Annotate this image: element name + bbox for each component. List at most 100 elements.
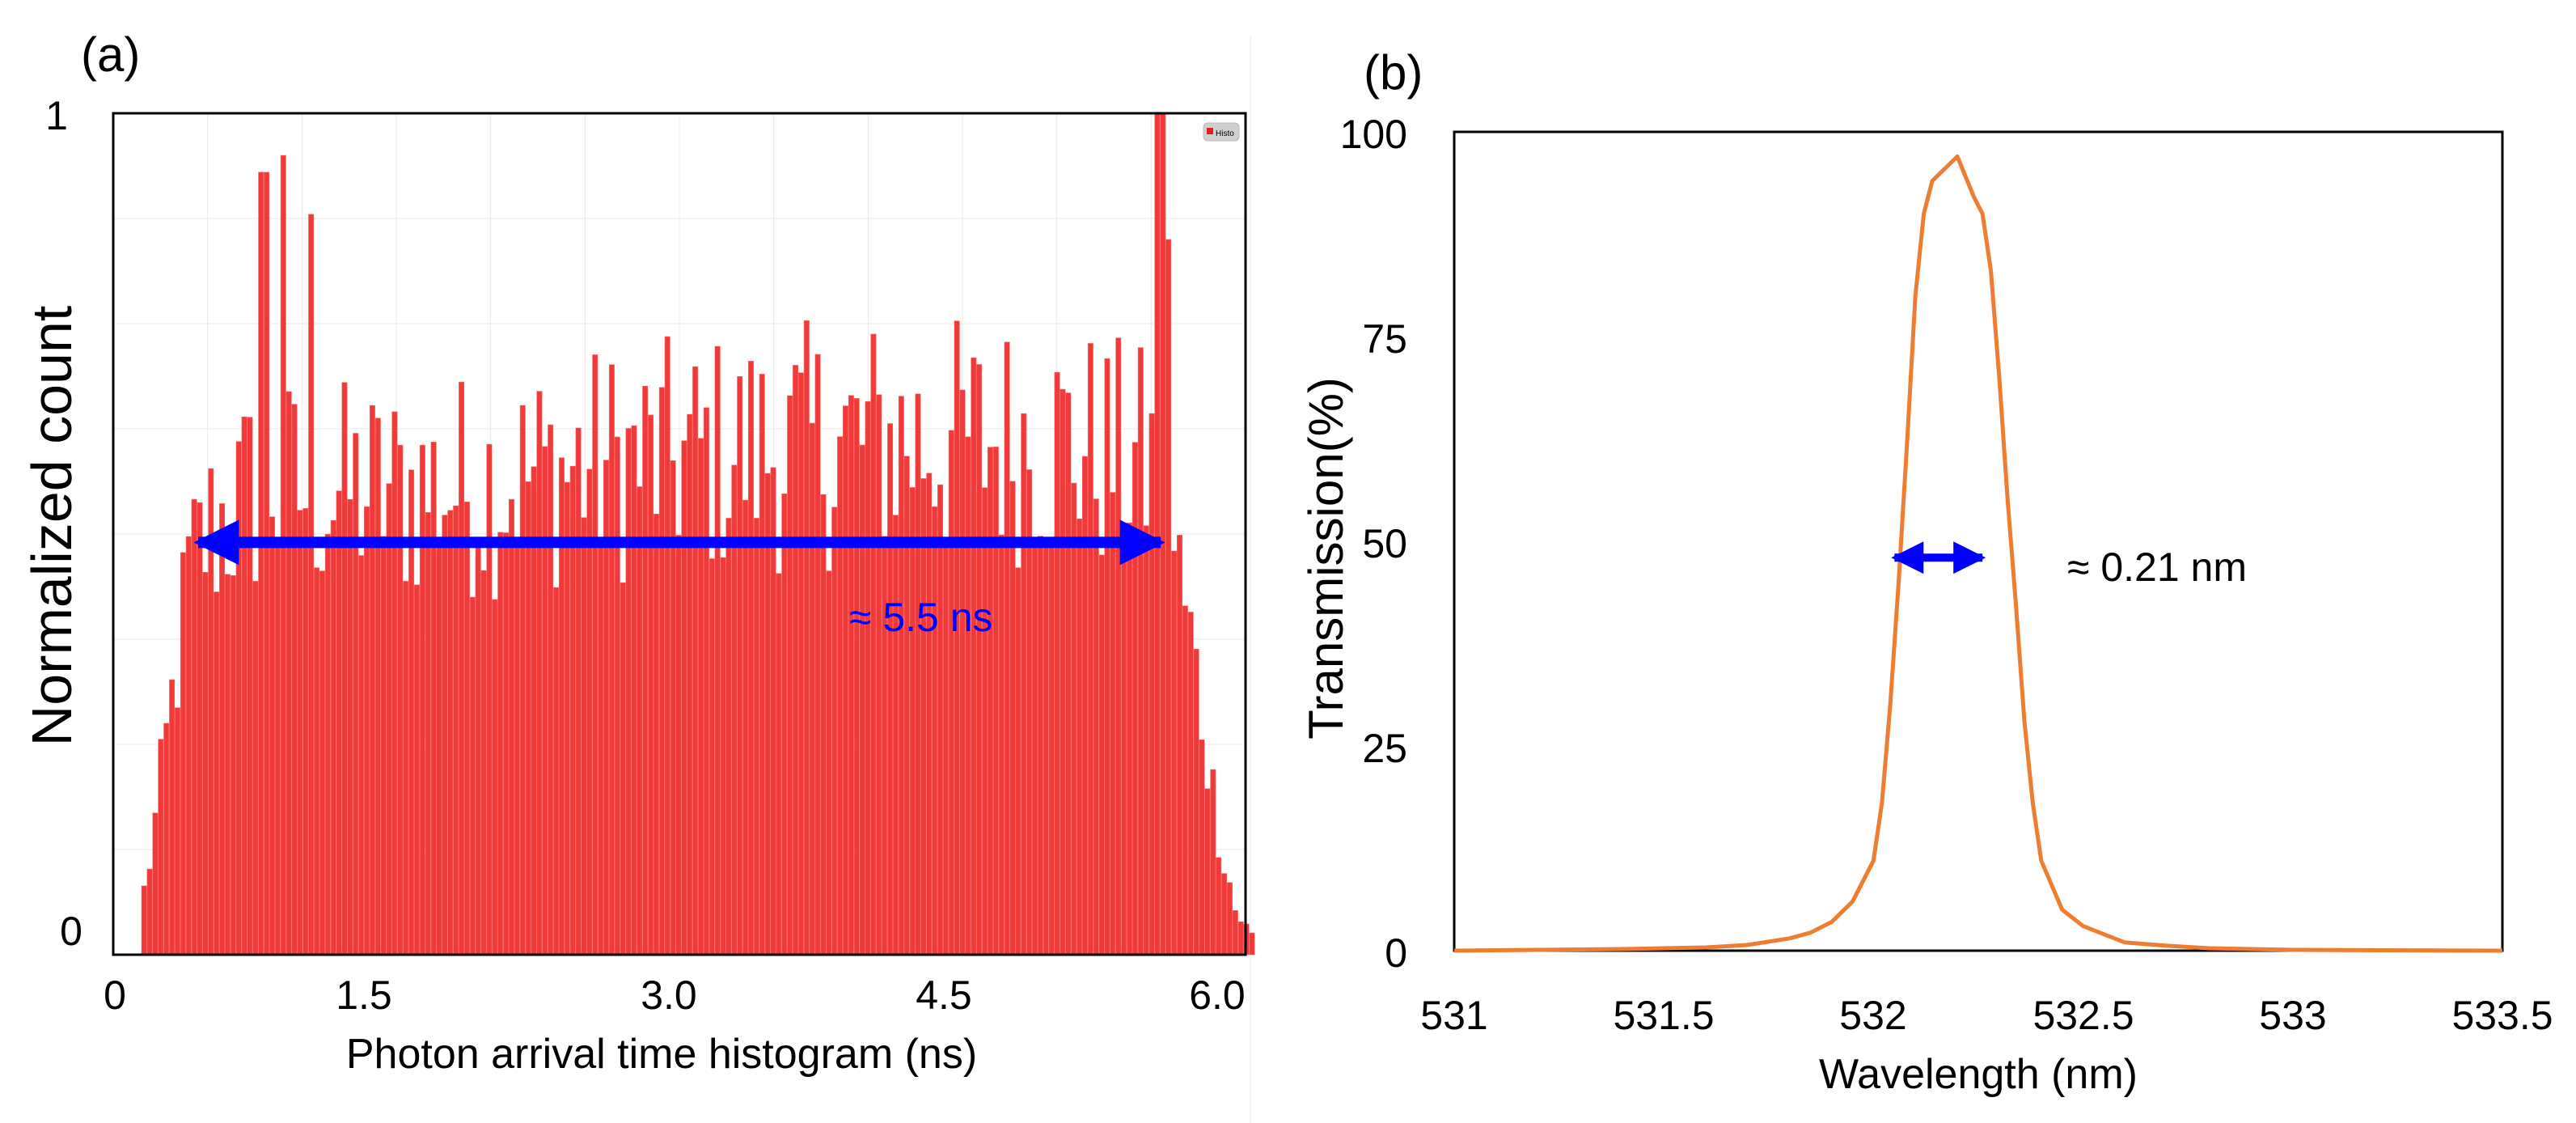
histogram-bar [781, 493, 788, 956]
panel-a-x-tick-4: 6.0 [1189, 973, 1246, 1018]
histogram-bar [202, 572, 209, 956]
histogram-bar [1110, 492, 1116, 956]
histogram-bar [436, 545, 442, 956]
panel-a-axes-frame [112, 112, 1247, 956]
histogram-bar [1177, 535, 1182, 956]
histogram-bar [380, 536, 387, 956]
histogram-bar [1065, 392, 1072, 956]
histogram-bar [753, 518, 759, 956]
histogram-bar [853, 398, 860, 956]
histogram-bar [324, 533, 331, 956]
histogram-bar [987, 447, 993, 956]
histogram-bar [1204, 788, 1211, 956]
histogram-bar [314, 567, 320, 956]
histogram-bar [898, 396, 904, 956]
histogram-bar [180, 552, 186, 956]
histogram-bar [286, 391, 292, 956]
histogram-bar [1054, 371, 1060, 956]
histogram-bar [542, 446, 548, 956]
histogram-bar [158, 739, 164, 956]
panel-b-x-tick-533-5: 533.5 [2451, 993, 2553, 1038]
legend-swatch [1207, 128, 1213, 134]
histogram-bar [687, 413, 693, 956]
panel-a-y-tick-1: 1 [45, 93, 68, 138]
histogram-bar [1037, 536, 1043, 956]
histogram-bar [1216, 857, 1222, 956]
histogram-bar [725, 518, 732, 956]
panel-a-y-axis-label: Normalized count [20, 306, 83, 747]
histogram-bar [720, 557, 726, 956]
panel-b-y-axis-label: Transmission(%) [1299, 377, 1353, 739]
legend-box [1203, 122, 1240, 142]
histogram-bar [374, 417, 381, 956]
histogram-bar [336, 490, 342, 956]
panel-b-x-tick-531: 531 [1420, 993, 1487, 1038]
panel-a-legend[interactable]: Histo [1203, 122, 1240, 142]
histogram-bar [814, 354, 821, 956]
histogram-bar [486, 443, 493, 956]
histogram-bar [525, 481, 531, 956]
histogram-bar [459, 381, 465, 956]
histogram-bar [1060, 388, 1066, 956]
panel-b-transmission: (b) 100 75 50 25 0 531 531.5 532 532.5 5… [1299, 45, 2553, 1098]
histogram-bar [397, 444, 404, 956]
histogram-bar [1237, 921, 1244, 956]
histogram-bar [1165, 239, 1172, 956]
panel-b-transmission-line [1453, 154, 2503, 953]
histogram-bar [920, 478, 927, 956]
histogram-bar [598, 538, 604, 956]
histogram-bar [413, 584, 420, 956]
histogram-bar [386, 483, 392, 956]
histogram-bar [1182, 605, 1188, 956]
histogram-bar [1154, 112, 1161, 956]
histogram-bar [1160, 112, 1166, 956]
histogram-bar [992, 447, 999, 956]
histogram-bar [859, 444, 865, 956]
panel-b-y-tick-75: 75 [1362, 316, 1407, 362]
histogram-bar [714, 345, 721, 956]
histogram-bar [224, 574, 231, 956]
histogram-bar [976, 364, 983, 956]
histogram-bar [297, 510, 303, 956]
histogram-bar [971, 357, 977, 956]
histogram-bar [664, 336, 670, 956]
histogram-bar [948, 430, 954, 956]
panel-a-width-annotation: ≈ 5.5 ns [849, 595, 993, 640]
histogram-bar [826, 570, 832, 956]
panel-b-y-tick-0: 0 [1385, 930, 1407, 976]
histogram-bar [959, 389, 966, 956]
histogram-bar [848, 395, 854, 956]
histogram-bar [475, 542, 481, 956]
histogram-bar [463, 502, 470, 956]
histogram-bar [1043, 538, 1049, 956]
histogram-bar [759, 374, 765, 956]
panel-a-x-tick-1: 1.5 [336, 973, 392, 1018]
histogram-bar [447, 510, 454, 956]
histogram-bar [403, 581, 409, 956]
histogram-bar [620, 582, 626, 956]
histogram-bar [837, 436, 844, 956]
histogram-bar [536, 391, 543, 956]
histogram-bar [909, 487, 916, 956]
histogram-bar [603, 460, 609, 956]
histogram-bar [608, 364, 615, 956]
histogram-bar [185, 536, 192, 956]
histogram-bar [865, 400, 871, 956]
histogram-bar [1193, 648, 1199, 956]
histogram-bar [519, 405, 526, 956]
histogram-bar [453, 505, 459, 956]
histogram-bar [592, 354, 599, 956]
histogram-bar [1187, 612, 1194, 956]
histogram-bar [191, 498, 197, 956]
histogram-bar [219, 503, 226, 956]
histogram-bar [425, 512, 431, 956]
panel-b-x-tick-532: 532 [1839, 993, 1906, 1038]
histogram-bar [553, 587, 560, 956]
histogram-bar [358, 555, 365, 956]
histogram-bar [1221, 873, 1228, 956]
histogram-bar [1009, 481, 1016, 956]
histogram-bar [258, 172, 264, 956]
histogram-bar [146, 868, 153, 956]
histogram-bar [998, 534, 1005, 956]
histogram-bar [480, 570, 487, 956]
